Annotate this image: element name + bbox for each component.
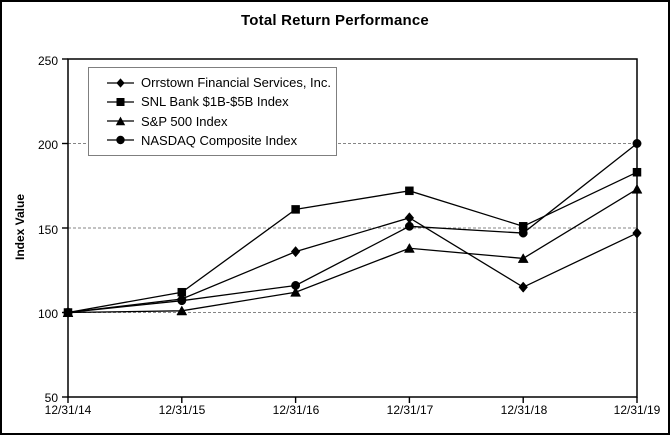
data-point-marker: [403, 242, 415, 253]
series-markers-1: [63, 167, 642, 317]
y-tick-label-50: 50: [44, 391, 58, 405]
legend-item-nasdaq: NASDAQ Composite Index: [107, 131, 332, 150]
series-line-2: [67, 188, 638, 314]
data-point-marker: [631, 183, 643, 194]
x-tick-label-2017: 12/31/17: [386, 403, 434, 417]
data-point-marker: [632, 227, 642, 239]
x-tick-label-2019: 12/31/19: [613, 403, 661, 417]
legend-label: S&P 500 Index: [141, 113, 228, 129]
series-markers-2: [62, 183, 643, 317]
diamond-marker-icon: [107, 77, 134, 88]
chart-title: Total Return Performance: [241, 12, 429, 29]
series-markers-0: [63, 212, 642, 319]
x-tick-label-2016: 12/31/16: [272, 403, 320, 417]
legend-item-snl-bank: SNL Bank $1B-$5B Index: [107, 92, 332, 111]
data-point-marker: [404, 212, 415, 224]
legend-item-orrstown: Orrstown Financial Services, Inc.: [107, 73, 332, 92]
data-point-marker: [63, 306, 73, 319]
data-point-marker: [517, 253, 529, 263]
circle-marker-icon: [107, 136, 134, 145]
y-tick-label-100: 100: [37, 307, 58, 321]
series-line-1: [67, 171, 638, 314]
y-tick-label-250: 250: [37, 54, 58, 68]
x-tick-label-2015: 12/31/15: [158, 403, 206, 417]
square-marker-icon: [107, 97, 134, 106]
data-point-marker: [518, 222, 528, 231]
y-tick-label-200: 200: [37, 138, 58, 152]
data-point-marker: [290, 286, 302, 297]
legend-item-sp-500: S&P 500 Index: [107, 112, 332, 131]
data-point-marker: [405, 186, 414, 196]
legend: Orrstown Financial Services, Inc. SNL Ba…: [88, 67, 337, 156]
data-point-marker: [176, 305, 188, 316]
data-point-marker: [518, 281, 528, 293]
series-line-0: [67, 217, 638, 314]
data-point-marker: [291, 205, 300, 214]
data-point-marker: [177, 293, 187, 305]
triangle-marker-icon: [107, 116, 134, 126]
data-point-marker: [290, 246, 301, 258]
legend-label: SNL Bank $1B-$5B Index: [141, 94, 289, 110]
x-tick-label-2014: 12/31/14: [44, 403, 92, 417]
legend-label: Orrstown Financial Services, Inc.: [141, 75, 332, 90]
y-tick-label-150: 150: [37, 223, 58, 237]
data-point-marker: [632, 139, 642, 148]
data-point-marker: [632, 167, 642, 177]
x-tick-label-2018: 12/31/18: [500, 403, 548, 417]
legend-label: NASDAQ Composite Index: [141, 132, 298, 148]
series-line-3: [67, 142, 638, 314]
